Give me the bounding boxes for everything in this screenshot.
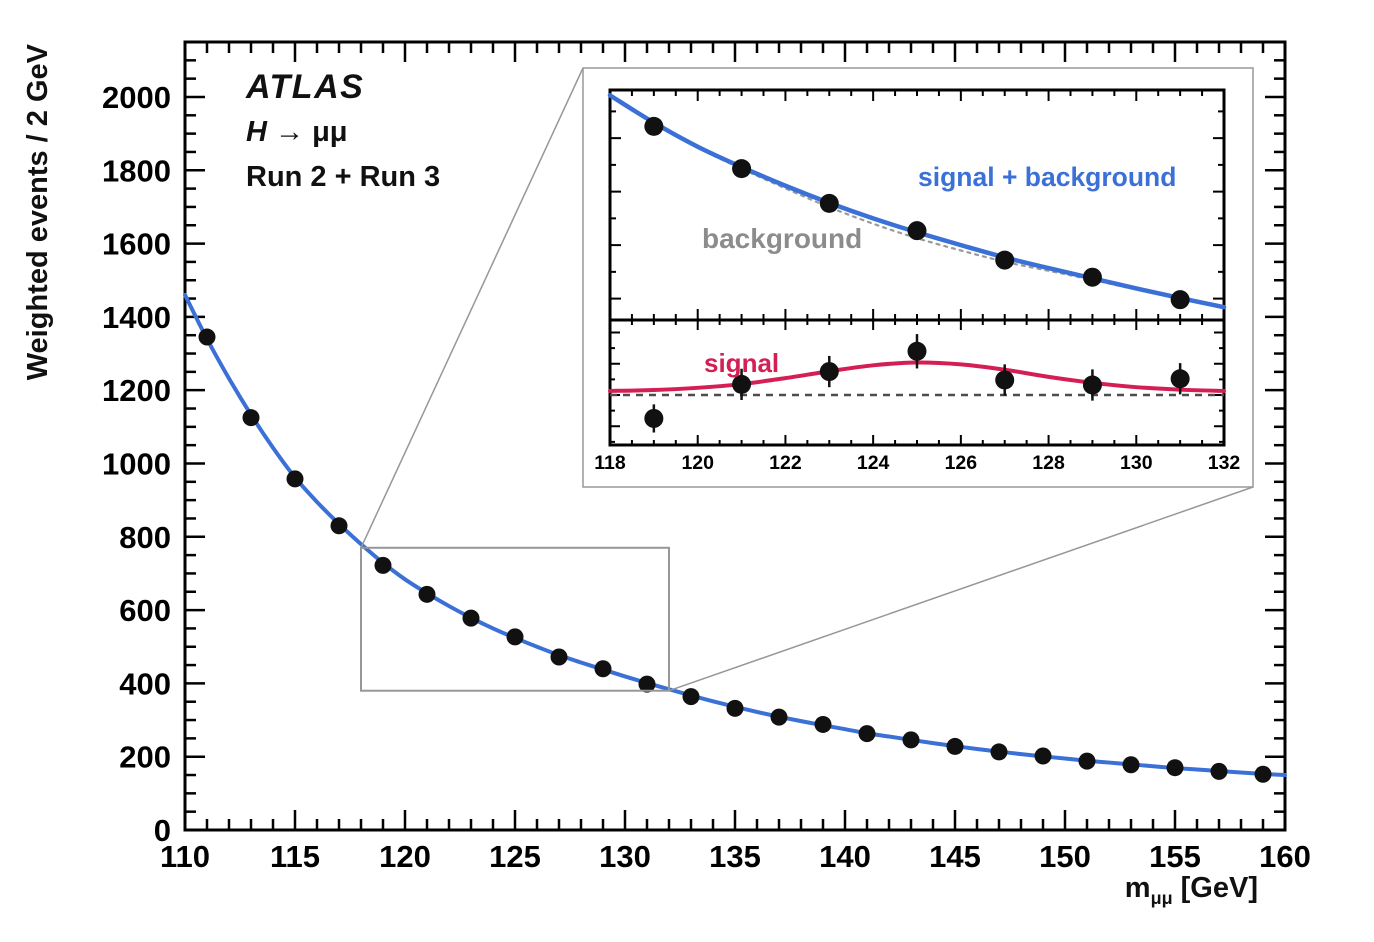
x-axis-title-unit: [GeV] <box>1172 872 1258 904</box>
zoom-connector-right <box>668 486 1254 692</box>
x-axis-title-subscript: μμ <box>1150 887 1173 908</box>
data-point <box>1254 765 1272 783</box>
data-point <box>198 328 216 346</box>
x-tick-label: 140 <box>819 839 871 874</box>
data-point <box>638 675 656 693</box>
data-point <box>462 609 480 627</box>
data-point <box>819 362 839 382</box>
data-point <box>682 688 700 706</box>
inset-box <box>582 67 1254 488</box>
y-tick-label: 400 <box>119 666 171 701</box>
signal-plus-background-label: signal + background <box>918 162 1177 192</box>
data-point <box>990 743 1008 761</box>
data-point <box>1166 759 1184 777</box>
data-point <box>946 737 964 755</box>
x-axis-title: mμμ [GeV] <box>1125 872 1258 909</box>
data-point <box>732 159 752 179</box>
data-point <box>1170 369 1190 389</box>
process-final-state: → μμ <box>266 116 348 148</box>
x-tick-label: 150 <box>1039 839 1091 874</box>
data-point <box>1210 762 1228 780</box>
process-label: H → μμ <box>246 116 348 149</box>
background-label: background <box>702 223 863 254</box>
y-tick-label: 1800 <box>102 153 171 188</box>
data-point <box>995 250 1015 270</box>
data-point <box>374 556 392 574</box>
data-point <box>770 708 788 726</box>
x-tick-label: 110 <box>160 839 210 874</box>
y-tick-label: 1600 <box>102 227 171 262</box>
data-point <box>330 517 348 535</box>
zoom-box <box>360 546 670 692</box>
data-point <box>907 341 927 361</box>
y-axis-title: Weighted events / 2 GeV <box>22 44 54 381</box>
data-point <box>242 409 260 427</box>
data-point <box>286 470 304 488</box>
x-tick-label: 118 <box>594 452 626 474</box>
y-tick-label: 800 <box>119 520 171 555</box>
data-point <box>1082 267 1102 287</box>
data-point <box>858 725 876 743</box>
data-point <box>594 660 612 678</box>
y-tick-label: 1400 <box>102 300 171 335</box>
y-tick-label: 1000 <box>102 446 171 481</box>
data-point <box>644 116 664 136</box>
y-tick-label: 1200 <box>102 373 171 408</box>
data-point <box>550 648 568 666</box>
x-tick-label: 128 <box>1032 452 1065 474</box>
x-tick-label: 130 <box>1120 452 1153 474</box>
data-point <box>506 628 524 646</box>
x-tick-label: 145 <box>929 839 981 874</box>
data-point <box>1078 752 1096 770</box>
data-point <box>418 585 436 603</box>
y-tick-label: 2000 <box>102 80 171 115</box>
data-point <box>1034 747 1052 765</box>
x-tick-label: 120 <box>681 452 714 474</box>
x-tick-label: 135 <box>709 839 761 874</box>
process-h: H <box>246 116 267 148</box>
y-tick-label: 200 <box>119 740 171 775</box>
x-tick-label: 122 <box>769 452 802 474</box>
data-point <box>732 374 752 394</box>
y-tick-label: 600 <box>119 593 171 628</box>
data-point <box>644 408 664 428</box>
data-point <box>726 699 744 717</box>
data-point <box>907 221 927 241</box>
x-tick-label: 160 <box>1259 839 1311 874</box>
x-tick-label: 115 <box>270 839 320 874</box>
y-tick-label: 0 <box>154 813 171 848</box>
data-point <box>814 715 832 733</box>
x-tick-label: 132 <box>1208 452 1241 474</box>
data-point <box>1170 290 1190 310</box>
data-point <box>819 193 839 213</box>
dataset-label: Run 2 + Run 3 <box>246 161 441 193</box>
x-tick-label: 124 <box>857 452 890 474</box>
data-point <box>1082 375 1102 395</box>
data-point <box>995 370 1015 390</box>
signal-label: signal <box>704 348 780 378</box>
x-tick-label: 126 <box>945 452 978 474</box>
x-axis-title-symbol: m <box>1124 872 1151 904</box>
data-point <box>1122 756 1140 774</box>
x-tick-label: 120 <box>379 839 431 874</box>
x-tick-label: 125 <box>489 839 541 874</box>
zoom-connector-left <box>360 67 584 549</box>
x-tick-label: 130 <box>599 839 651 874</box>
experiment-label: ATLAS <box>246 68 365 106</box>
data-point <box>902 731 920 749</box>
x-tick-label: 155 <box>1149 839 1201 874</box>
